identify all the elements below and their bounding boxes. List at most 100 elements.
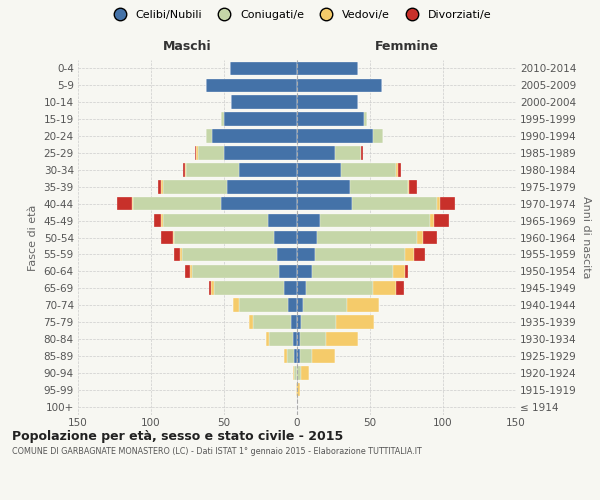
Bar [297,298,303,312]
Bar [249,316,253,329]
Bar [253,316,291,329]
Bar [311,349,335,362]
Bar [211,282,214,295]
Bar [173,230,175,244]
Bar [364,112,367,126]
Legend: Celibi/Nubili, Coniugati/e, Vedovi/e, Divorziati/e: Celibi/Nubili, Coniugati/e, Vedovi/e, Di… [104,6,496,25]
Bar [297,130,373,143]
Bar [190,264,192,278]
Bar [288,298,297,312]
Bar [303,298,347,312]
Bar [180,248,182,261]
Bar [287,349,294,362]
Text: Femmine: Femmine [374,40,439,52]
Bar [417,230,422,244]
Bar [394,264,405,278]
Bar [300,332,326,345]
Bar [163,214,268,228]
Bar [297,197,352,210]
Bar [297,163,341,176]
Bar [317,230,417,244]
Bar [300,349,311,362]
Bar [291,316,297,329]
Bar [297,282,306,295]
Bar [212,130,297,143]
Bar [405,264,408,278]
Bar [440,197,455,210]
Text: Maschi: Maschi [163,40,212,52]
Bar [206,130,212,143]
Bar [314,248,405,261]
Bar [269,332,293,345]
Bar [195,146,196,160]
Bar [398,163,401,176]
Bar [293,366,294,380]
Bar [224,146,297,160]
Bar [158,180,161,194]
Bar [268,214,297,228]
Bar [118,197,132,210]
Bar [294,349,297,362]
Bar [437,197,440,210]
Bar [297,96,358,109]
Bar [280,264,297,278]
Bar [221,112,224,126]
Bar [284,349,287,362]
Bar [405,248,414,261]
Bar [350,180,408,194]
Bar [297,62,358,75]
Bar [297,230,317,244]
Bar [227,180,297,194]
Bar [301,366,308,380]
Bar [373,130,383,143]
Bar [347,298,379,312]
Bar [196,146,198,160]
Bar [175,230,274,244]
Bar [297,248,314,261]
Bar [233,298,239,312]
Bar [311,264,394,278]
Bar [183,163,185,176]
Bar [335,146,361,160]
Bar [341,163,396,176]
Bar [185,264,190,278]
Bar [408,180,409,194]
Bar [430,214,434,228]
Bar [284,282,297,295]
Bar [175,248,180,261]
Bar [297,332,300,345]
Bar [434,214,449,228]
Bar [297,316,301,329]
Bar [161,214,163,228]
Bar [274,230,297,244]
Text: COMUNE DI GARBAGNATE MONASTERO (LC) - Dati ISTAT 1° gennaio 2015 - Elaborazione : COMUNE DI GARBAGNATE MONASTERO (LC) - Da… [12,448,422,456]
Bar [296,383,297,396]
Bar [297,78,382,92]
Bar [301,316,337,329]
Bar [326,332,358,345]
Bar [214,282,284,295]
Bar [239,298,288,312]
Bar [297,180,350,194]
Bar [297,366,301,380]
Bar [297,264,311,278]
Bar [337,316,374,329]
Bar [161,230,173,244]
Bar [230,62,297,75]
Bar [192,264,280,278]
Bar [277,248,297,261]
Bar [163,180,227,194]
Bar [224,112,297,126]
Bar [206,78,297,92]
Bar [409,180,417,194]
Bar [154,214,161,228]
Bar [422,230,437,244]
Bar [297,214,320,228]
Bar [297,146,335,160]
Bar [293,332,297,345]
Bar [396,282,404,295]
Y-axis label: Fasce di età: Fasce di età [28,204,38,270]
Bar [373,282,396,295]
Bar [361,146,363,160]
Text: Popolazione per età, sesso e stato civile - 2015: Popolazione per età, sesso e stato civil… [12,430,343,443]
